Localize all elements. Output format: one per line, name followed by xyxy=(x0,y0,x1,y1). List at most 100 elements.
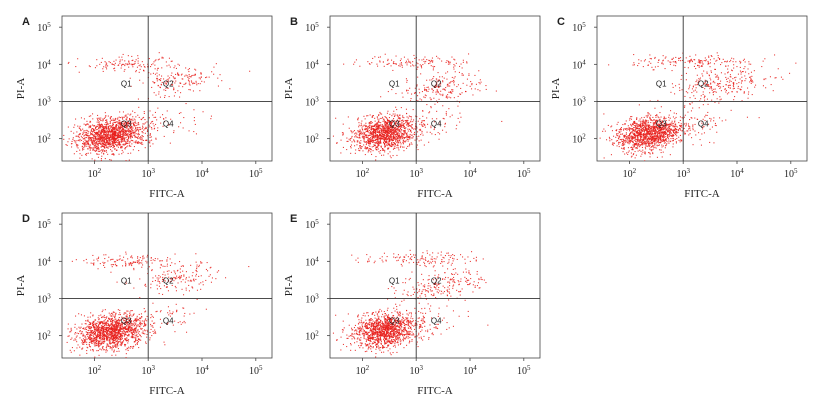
data-point xyxy=(371,116,373,118)
data-point xyxy=(404,132,406,134)
data-point xyxy=(474,88,476,90)
data-point xyxy=(641,128,643,130)
data-point xyxy=(76,135,78,137)
data-point xyxy=(383,118,385,120)
data-point xyxy=(394,143,396,145)
data-point xyxy=(402,143,404,145)
data-point xyxy=(103,136,105,138)
data-point xyxy=(143,66,145,68)
data-point xyxy=(634,130,636,132)
data-point xyxy=(657,132,659,134)
data-point xyxy=(392,139,394,141)
data-point xyxy=(366,136,368,138)
data-point xyxy=(675,62,677,64)
data-point xyxy=(111,137,113,139)
data-point xyxy=(135,136,137,138)
data-point xyxy=(633,137,635,139)
data-point xyxy=(114,119,116,121)
data-point xyxy=(372,136,374,138)
data-point xyxy=(436,89,438,91)
data-point xyxy=(395,63,397,65)
data-point xyxy=(646,129,648,131)
data-point xyxy=(405,140,407,142)
data-point xyxy=(378,124,380,126)
data-point xyxy=(103,138,105,140)
data-point xyxy=(405,121,407,123)
data-point xyxy=(622,138,624,140)
data-point xyxy=(654,56,656,58)
data-point xyxy=(739,60,741,62)
data-point xyxy=(460,116,462,118)
data-point xyxy=(184,75,186,77)
data-point xyxy=(389,134,391,136)
data-point xyxy=(606,139,608,141)
data-point xyxy=(119,131,121,133)
data-point xyxy=(763,78,765,80)
data-point xyxy=(97,140,99,142)
data-point xyxy=(105,65,107,67)
data-point xyxy=(652,153,654,155)
data-point xyxy=(86,142,88,144)
data-point xyxy=(156,119,158,121)
data-point xyxy=(668,128,670,130)
data-point xyxy=(141,61,143,63)
data-point xyxy=(139,64,141,66)
data-point xyxy=(372,131,374,133)
data-point xyxy=(86,140,88,142)
data-point xyxy=(91,140,93,142)
data-point xyxy=(378,144,380,146)
data-point xyxy=(362,131,364,133)
data-point xyxy=(103,153,105,155)
data-point xyxy=(695,87,697,89)
data-point xyxy=(438,138,440,140)
data-point xyxy=(414,57,416,59)
data-point xyxy=(365,122,367,124)
data-point xyxy=(638,135,640,137)
data-point xyxy=(657,140,659,142)
data-point xyxy=(368,130,370,132)
data-point xyxy=(402,142,404,144)
data-point xyxy=(668,130,670,132)
data-point xyxy=(133,141,135,143)
data-point xyxy=(669,63,671,65)
data-point xyxy=(670,129,672,131)
data-point xyxy=(648,128,650,130)
data-point xyxy=(635,136,637,138)
data-point xyxy=(138,142,140,144)
data-point xyxy=(180,92,182,94)
data-point xyxy=(633,64,635,66)
data-point xyxy=(121,116,123,118)
data-point xyxy=(119,130,121,132)
data-point xyxy=(131,119,133,121)
data-point xyxy=(382,61,384,63)
data-point xyxy=(130,63,132,65)
data-point xyxy=(390,126,392,128)
data-point xyxy=(716,84,718,86)
data-point xyxy=(616,129,618,131)
data-point xyxy=(640,139,642,141)
data-point xyxy=(125,142,127,144)
data-point xyxy=(729,61,731,63)
data-point xyxy=(702,63,704,65)
data-point xyxy=(645,121,647,123)
data-point xyxy=(101,143,103,145)
plot-frame xyxy=(329,15,541,162)
data-point xyxy=(649,116,651,118)
data-point xyxy=(693,65,695,67)
data-point xyxy=(629,128,631,130)
data-point xyxy=(633,62,635,64)
data-point xyxy=(94,136,96,138)
data-point xyxy=(124,65,126,67)
data-point xyxy=(98,118,100,120)
data-point xyxy=(617,135,619,137)
data-point xyxy=(385,116,387,118)
data-point xyxy=(372,128,374,130)
data-point xyxy=(698,80,700,82)
data-point xyxy=(125,121,127,123)
data-point xyxy=(642,131,644,133)
data-point xyxy=(432,65,434,67)
data-point xyxy=(393,125,395,127)
data-point xyxy=(603,128,605,130)
data-point xyxy=(89,121,91,123)
data-point xyxy=(130,127,132,129)
